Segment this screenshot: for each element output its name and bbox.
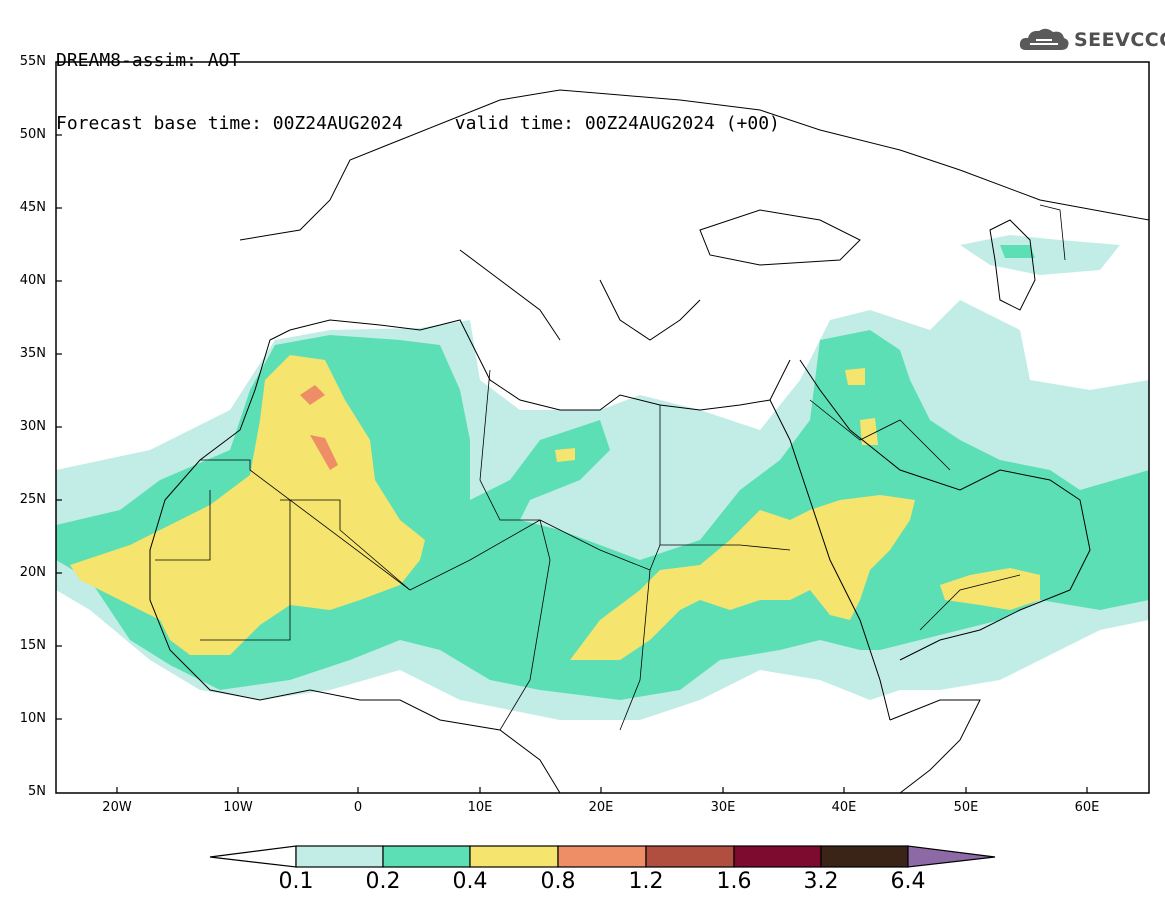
colorbar-low-arrow: [209, 845, 297, 868]
lat-label-35n: 35N: [19, 346, 46, 361]
coastline-horn: [889, 699, 981, 793]
coastline-caspian: [989, 219, 1036, 311]
lat-label-40n: 40N: [19, 273, 46, 288]
aot-field: [56, 235, 1149, 720]
aot-band-0.4-spot2: [845, 368, 865, 385]
lon-label-0: 0: [353, 800, 363, 815]
colorbar-swatch-4: [557, 845, 647, 868]
coastline-arabia: [799, 359, 1091, 661]
border-6: [479, 369, 540, 521]
map-header: DREAM8-assim: AOT Forecast base time: 00…: [56, 8, 832, 155]
lon-label-60e: 60E: [1074, 800, 1100, 815]
border-2: [155, 490, 211, 561]
colorbar-label-0.1: 0.1: [278, 869, 314, 894]
lat-label-5n: 5N: [28, 784, 46, 799]
borders: [155, 204, 1066, 731]
lon-label-40e: 40E: [831, 800, 857, 815]
lon-label-20e: 20E: [588, 800, 614, 815]
lat-label-45n: 45N: [19, 200, 46, 215]
aot-band-0.4-spot3: [860, 418, 878, 445]
border-4: [200, 500, 291, 641]
colorbar: [209, 845, 996, 868]
coastline-red-sea: [769, 399, 891, 721]
lon-label-10w: 10W: [223, 800, 253, 815]
border-1: [200, 459, 411, 591]
lat-label-30n: 30N: [19, 419, 46, 434]
aot-band-0.4-central: [570, 495, 915, 660]
coastlines: [149, 89, 1149, 793]
border-12: [1039, 204, 1066, 261]
map-title: DREAM8-assim: AOT: [56, 50, 241, 71]
lat-label-15n: 15N: [19, 638, 46, 653]
colorbar-swatch-2: [382, 845, 471, 868]
border-9: [619, 569, 651, 731]
border-11: [919, 574, 1021, 631]
aot-band-0.8-a: [300, 385, 325, 405]
lon-label-10e: 10E: [467, 800, 493, 815]
aot-band-0.2-caspian: [1000, 245, 1035, 258]
colorbar-swatch-1: [295, 845, 384, 868]
axis-ticks: [56, 61, 1088, 793]
cloud-icon: [1019, 28, 1069, 50]
border-8: [499, 519, 551, 731]
lon-label-50e: 50E: [953, 800, 979, 815]
aot-band-0.1-caspian: [960, 235, 1120, 275]
aot-band-0.4-arabia: [940, 568, 1040, 610]
valid-time: valid time: 00Z24AUG2024 (+00): [454, 113, 780, 134]
coastline-greece: [599, 279, 701, 341]
lat-label-20n: 20N: [19, 565, 46, 580]
logo-text: SEEVCCC: [1074, 29, 1165, 51]
coastline-italy: [459, 249, 561, 341]
aot-band-0.4-spot1: [555, 448, 575, 462]
colorbar-label-6.4: 6.4: [890, 869, 926, 894]
colorbar-label-1.6: 1.6: [716, 869, 752, 894]
lat-label-50n: 50N: [19, 127, 46, 142]
lon-label-30e: 30E: [710, 800, 736, 815]
coastline-europe: [239, 89, 1149, 241]
colorbar-label-1.2: 1.2: [628, 869, 664, 894]
aot-band-0.8-b: [310, 435, 338, 470]
seevccc-logo: SEEVCCC: [1018, 26, 1165, 54]
lat-label-25n: 25N: [19, 492, 46, 507]
base-time: Forecast base time: 00Z24AUG2024: [56, 113, 403, 134]
colorbar-label-0.8: 0.8: [540, 869, 576, 894]
lat-label-10n: 10N: [19, 711, 46, 726]
colorbar-swatch-7: [820, 845, 909, 868]
colorbar-high-arrow: [907, 845, 996, 868]
colorbar-swatch-3: [469, 845, 559, 868]
border-5: [409, 519, 791, 591]
colorbar-label-3.2: 3.2: [803, 869, 839, 894]
colorbar-label-0.2: 0.2: [365, 869, 401, 894]
coastline-mediterranean: [289, 319, 791, 411]
coastline-black-sea: [699, 209, 861, 266]
lat-label-55n: 55N: [19, 54, 46, 69]
border-3: [280, 499, 411, 591]
colorbar-label-0.4: 0.4: [452, 869, 488, 894]
aot-band-0.4: [70, 355, 425, 655]
colorbar-swatch-6: [733, 845, 822, 868]
coastline-africa-west: [149, 329, 561, 793]
border-10: [809, 399, 951, 471]
colorbar-swatch-5: [645, 845, 735, 868]
lon-label-20w: 20W: [102, 800, 132, 815]
forecast-times: Forecast base time: 00Z24AUG2024 valid ti…: [56, 113, 832, 134]
